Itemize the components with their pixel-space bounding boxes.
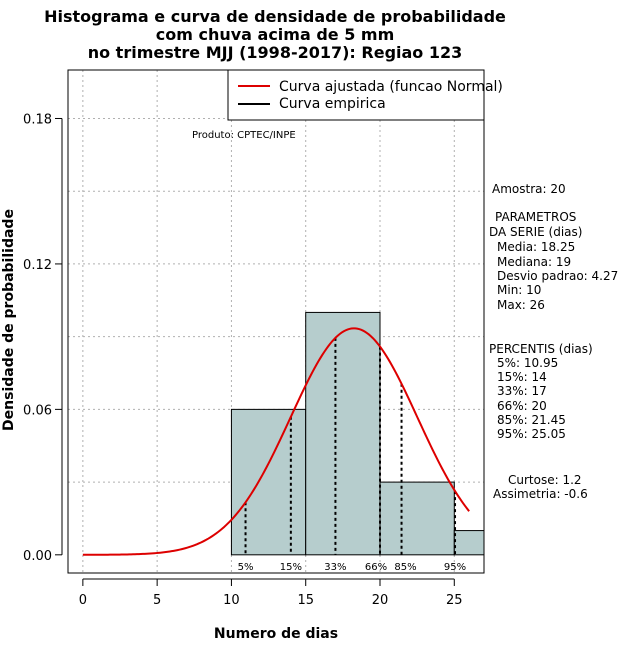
chart-title-line-2: com chuva acima de 5 mm: [156, 25, 395, 44]
stat-stddev: Desvio padrao: 4.27: [497, 269, 618, 283]
x-tick-label-5: 25: [446, 593, 463, 608]
chart-title-line-3: no trimestre MJJ (1998-2017): Regiao 123: [88, 43, 463, 62]
legend: Curva ajustada (funcao Normal) Curva emp…: [227, 69, 503, 121]
stat-skewness: Assimetria: -0.6: [493, 487, 588, 501]
x-tick-label-0: 0: [79, 593, 87, 608]
stat-max: Max: 26: [497, 298, 545, 312]
y-tick-label-2: 0.12: [23, 258, 52, 273]
stat-min: Min: 10: [497, 283, 541, 297]
legend-label-empirical: Curva empirica: [279, 96, 386, 112]
histogram-bar-1: [305, 311, 381, 556]
legend-box: [227, 69, 485, 121]
stat-p33: 33%: 17: [497, 384, 547, 398]
curve-layer: [82, 327, 470, 556]
histogram-bar-2: [379, 481, 455, 556]
stat-mean: Media: 18.25: [497, 240, 575, 254]
percentile-label-0: 5%: [238, 562, 254, 573]
stat-kurtosis: Curtose: 1.2: [508, 473, 582, 487]
percentile-label-5: 95%: [444, 562, 466, 573]
y-axis: 0.00 0.06 0.12 0.18: [23, 112, 63, 564]
percentile-layer: 5% 15% 33% 66% 85% 95%: [238, 337, 466, 573]
legend-label-normal: Curva ajustada (funcao Normal): [279, 79, 503, 95]
x-axis: 0 5 10 15 20 25: [79, 578, 463, 608]
stats-panel: Amostra: 20 PARAMETROS DA SERIE (dias) M…: [489, 182, 618, 501]
bars-layer: [230, 311, 485, 556]
x-tick-label-4: 20: [372, 593, 389, 608]
stat-p66: 66%: 20: [497, 399, 547, 413]
y-tick-label-3: 0.18: [23, 112, 52, 127]
stat-p85: 85%: 21.45: [497, 413, 566, 427]
normal-curve: [82, 327, 470, 556]
percentile-label-2: 33%: [324, 562, 346, 573]
x-axis-title: Numero de dias: [214, 626, 338, 642]
param-header-1: PARAMETROS: [495, 210, 576, 224]
percentile-label-1: 15%: [280, 562, 302, 573]
y-tick-label-1: 0.06: [23, 403, 52, 418]
sample-size: Amostra: 20: [492, 182, 566, 196]
stat-p15: 15%: 14: [497, 370, 547, 384]
percentile-label-3: 66%: [365, 562, 387, 573]
stat-p95: 95%: 25.05: [497, 427, 566, 441]
x-tick-label-1: 5: [153, 593, 161, 608]
histogram-bar-3: [453, 530, 485, 556]
product-label: Produto: CPTEC/INPE: [192, 130, 296, 141]
x-tick-label-3: 15: [297, 593, 314, 608]
y-axis-title: Densidade de probabilidade: [1, 209, 17, 431]
stat-p5: 5%: 10.95: [497, 356, 558, 370]
stat-median: Mediana: 19: [497, 255, 571, 269]
histogram-bar-0: [230, 408, 307, 556]
x-tick-label-2: 10: [223, 593, 240, 608]
y-tick-label-0: 0.00: [23, 549, 52, 564]
percentiles-header: PERCENTIS (dias): [489, 342, 593, 356]
percentile-label-4: 85%: [394, 562, 416, 573]
chart-title-line-1: Histograma e curva de densidade de proba…: [44, 7, 506, 26]
param-header-2: DA SERIE (dias): [489, 225, 582, 239]
